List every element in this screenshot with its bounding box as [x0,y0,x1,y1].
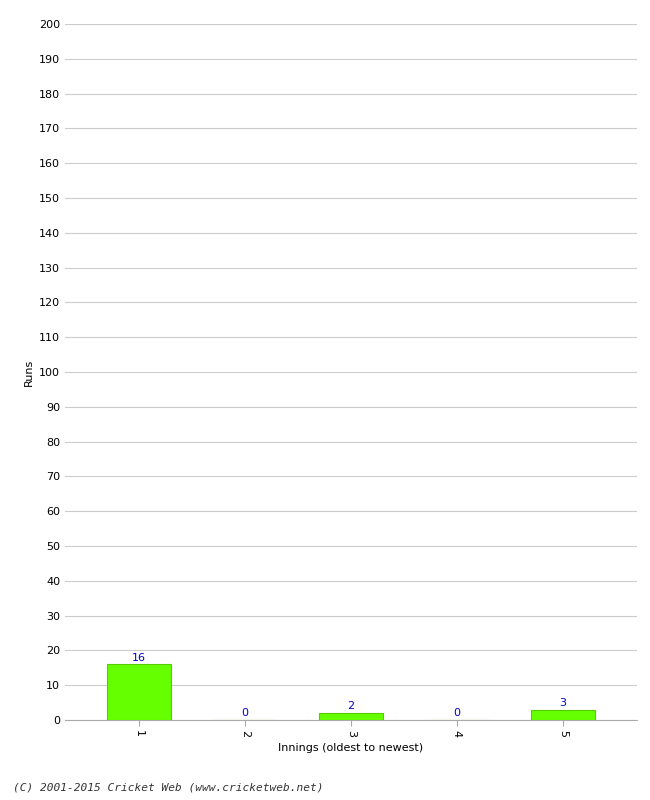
Text: 2: 2 [348,702,354,711]
Text: 3: 3 [560,698,566,708]
Text: (C) 2001-2015 Cricket Web (www.cricketweb.net): (C) 2001-2015 Cricket Web (www.cricketwe… [13,782,324,792]
Text: 0: 0 [242,708,248,718]
Bar [531,710,595,720]
Bar [107,664,171,720]
Y-axis label: Runs: Runs [23,358,33,386]
Text: 0: 0 [454,708,460,718]
Bar [319,713,383,720]
Text: 16: 16 [132,653,146,662]
X-axis label: Innings (oldest to newest): Innings (oldest to newest) [278,743,424,753]
